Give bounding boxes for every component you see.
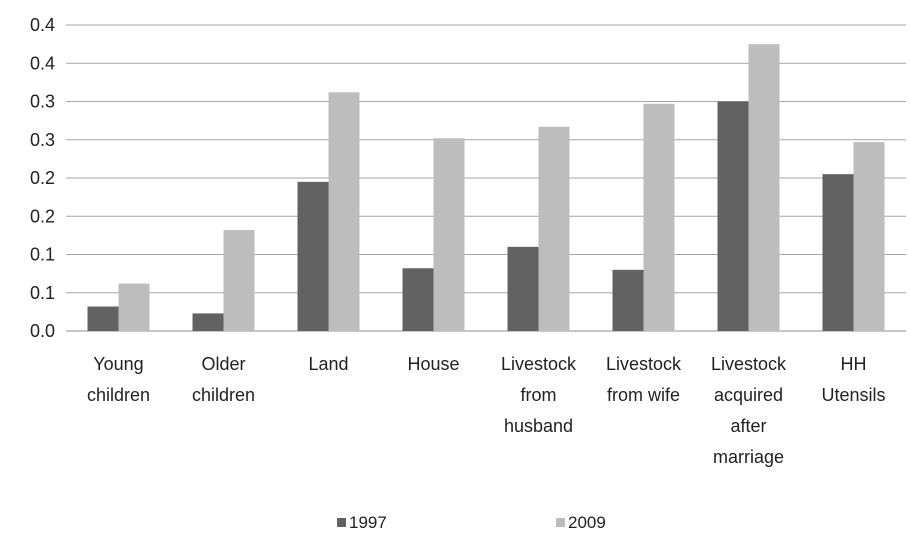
- y-tick-label: 0.4: [30, 15, 55, 35]
- y-tick-label: 0.3: [30, 130, 55, 150]
- x-category-label: Older: [201, 354, 245, 374]
- y-tick-label: 0.3: [30, 92, 55, 112]
- bar-1997: [717, 101, 749, 331]
- x-category-label: from wife: [607, 385, 680, 405]
- bar-2009: [328, 92, 360, 331]
- x-category-label: from: [521, 385, 557, 405]
- bar-2009: [748, 44, 780, 331]
- bar-2009: [538, 126, 570, 332]
- bar-2009: [223, 230, 255, 331]
- x-axis: Young children Older children Land House Lives…: [87, 354, 886, 467]
- legend-swatch-2009: [556, 518, 565, 527]
- legend-label: 2009: [568, 513, 606, 532]
- y-tick-label: 0.2: [30, 168, 55, 188]
- bar-1997: [297, 181, 329, 331]
- x-category-label: marriage: [713, 447, 784, 467]
- bar-1997: [507, 246, 539, 331]
- x-category-label: children: [192, 385, 255, 405]
- legend-label: 1997: [349, 513, 387, 532]
- bar-1997: [612, 269, 644, 331]
- x-category-label: Utensils: [821, 385, 885, 405]
- x-category-label: HH: [841, 354, 867, 374]
- bar-2009: [433, 138, 465, 331]
- bars: [87, 44, 885, 332]
- y-tick-label: 0.1: [30, 283, 55, 303]
- bar-1997: [822, 174, 854, 331]
- x-category-label: Land: [308, 354, 348, 374]
- x-category-label: Young: [93, 354, 143, 374]
- x-category-label: Livestock: [711, 354, 787, 374]
- legend: 1997 2009: [337, 513, 606, 532]
- legend-swatch-1997: [337, 518, 346, 527]
- x-category-label: Livestock: [501, 354, 577, 374]
- y-axis: 0.0 0.1 0.1 0.2 0.2 0.3 0.3 0.4 0.4: [30, 15, 55, 341]
- bar-2009: [643, 103, 675, 331]
- bar-1997: [87, 306, 119, 331]
- bar-2009: [853, 142, 885, 331]
- x-category-label: after: [730, 416, 766, 436]
- y-tick-label: 0.1: [30, 245, 55, 265]
- y-tick-label: 0.4: [30, 53, 55, 73]
- gridlines: [66, 24, 906, 332]
- x-category-label: House: [407, 354, 459, 374]
- bar-1997: [192, 313, 224, 331]
- x-category-label: children: [87, 385, 150, 405]
- y-tick-label: 0.2: [30, 206, 55, 226]
- x-category-label: Livestock: [606, 354, 682, 374]
- x-category-label: acquired: [714, 385, 783, 405]
- x-category-label: husband: [504, 416, 573, 436]
- bar-2009: [118, 283, 150, 331]
- bar-1997: [402, 268, 434, 331]
- y-tick-label: 0.0: [30, 321, 55, 341]
